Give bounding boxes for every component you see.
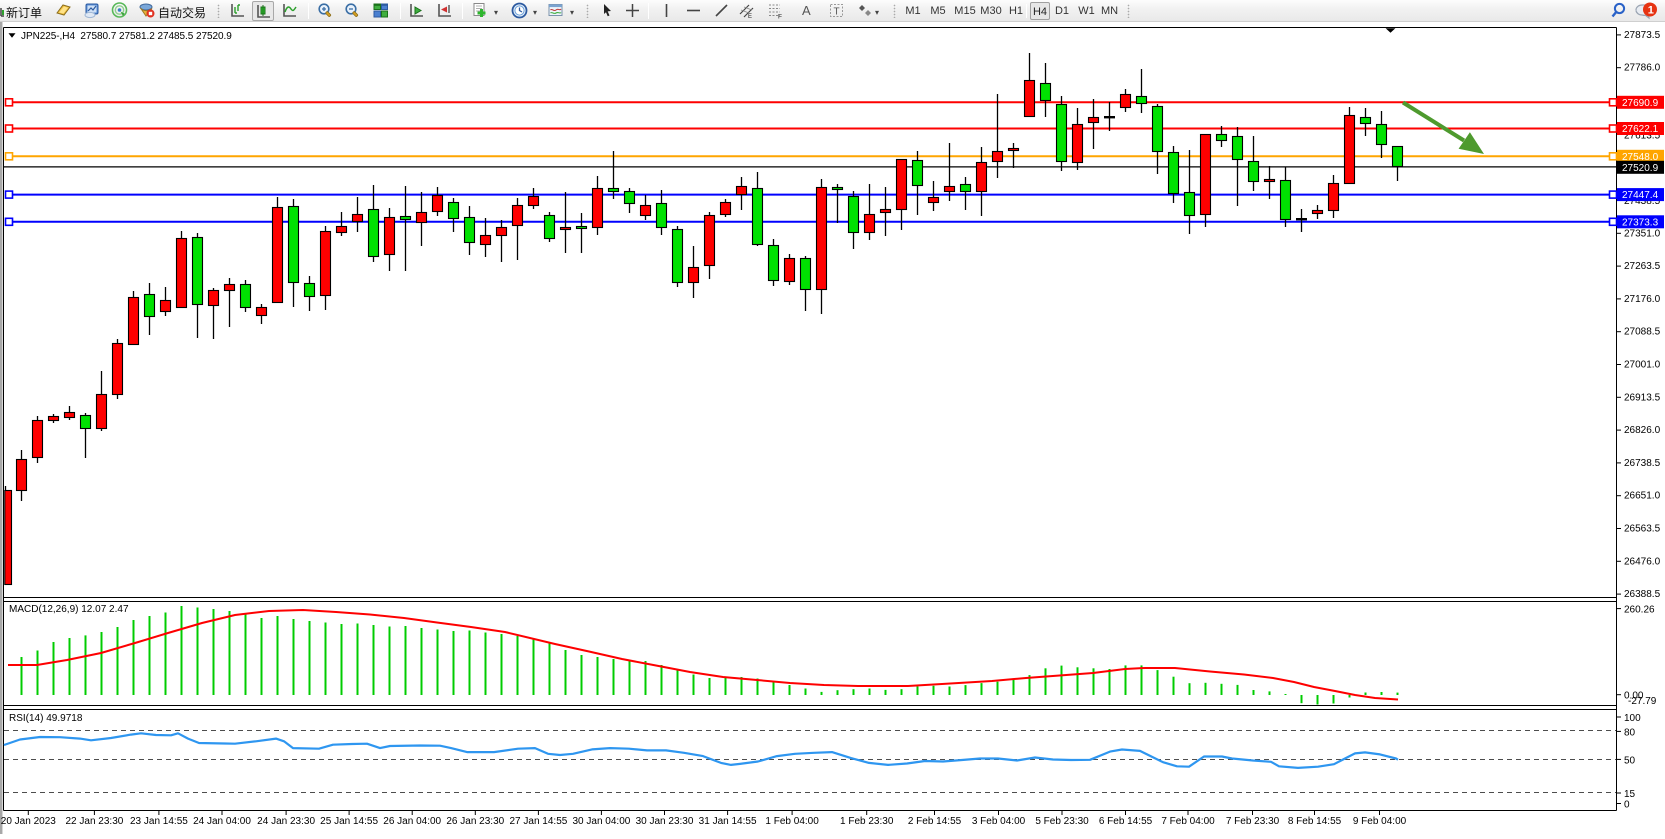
svg-text:26913.5: 26913.5: [1624, 392, 1661, 403]
svg-text:31 Jan 14:55: 31 Jan 14:55: [699, 816, 757, 827]
svg-text:-27.79: -27.79: [1628, 696, 1657, 707]
svg-text:7 Feb 04:00: 7 Feb 04:00: [1161, 816, 1215, 827]
svg-text:1: 1: [1648, 5, 1654, 17]
svg-text:T: T: [834, 7, 840, 18]
svg-text:25 Jan 14:55: 25 Jan 14:55: [320, 816, 378, 827]
svg-text:27001.0: 27001.0: [1624, 360, 1661, 371]
svg-text:26 Jan 04:00: 26 Jan 04:00: [383, 816, 441, 827]
svg-text:MACD(12,26,9) 12.07 2.47: MACD(12,26,9) 12.07 2.47: [9, 604, 129, 615]
svg-text:27622.1: 27622.1: [1622, 124, 1659, 135]
svg-text:7 Feb 23:30: 7 Feb 23:30: [1226, 816, 1280, 827]
svg-text:20 Jan 2023: 20 Jan 2023: [1, 816, 56, 827]
svg-text:27263.5: 27263.5: [1624, 261, 1661, 272]
svg-text:0: 0: [1624, 800, 1630, 811]
svg-text:27088.5: 27088.5: [1624, 327, 1661, 338]
svg-text:27351.0: 27351.0: [1624, 228, 1661, 239]
svg-text:27548.0: 27548.0: [1622, 152, 1659, 163]
svg-text:3 Feb 04:00: 3 Feb 04:00: [972, 816, 1026, 827]
svg-text:27176.0: 27176.0: [1624, 294, 1661, 305]
svg-text:RSI(14) 49.9718: RSI(14) 49.9718: [9, 713, 83, 724]
svg-text:26388.5: 26388.5: [1624, 589, 1661, 600]
svg-text:27873.5: 27873.5: [1624, 30, 1661, 41]
svg-text:27438.5: 27438.5: [1624, 196, 1661, 207]
svg-text:1 Feb 04:00: 1 Feb 04:00: [765, 816, 819, 827]
svg-text:F: F: [778, 14, 782, 20]
svg-text:27 Jan 14:55: 27 Jan 14:55: [509, 816, 567, 827]
svg-text:24 Jan 23:30: 24 Jan 23:30: [257, 816, 315, 827]
svg-text:80: 80: [1624, 727, 1636, 738]
svg-text:6 Feb 14:55: 6 Feb 14:55: [1099, 816, 1153, 827]
svg-text:9 Feb 04:00: 9 Feb 04:00: [1353, 816, 1407, 827]
svg-text:26651.0: 26651.0: [1624, 491, 1661, 502]
svg-text:2 Feb 14:55: 2 Feb 14:55: [908, 816, 962, 827]
svg-text:27447.4: 27447.4: [1622, 190, 1659, 201]
svg-text:26738.5: 26738.5: [1624, 458, 1661, 469]
svg-text:8 Feb 14:55: 8 Feb 14:55: [1288, 816, 1342, 827]
svg-text:260.26: 260.26: [1624, 605, 1655, 616]
svg-text:27613.5: 27613.5: [1624, 130, 1661, 141]
svg-text:30 Jan 04:00: 30 Jan 04:00: [572, 816, 630, 827]
svg-text:27520.9: 27520.9: [1622, 163, 1659, 174]
svg-text:26 Jan 23:30: 26 Jan 23:30: [446, 816, 504, 827]
svg-text:0.00: 0.00: [1624, 691, 1644, 702]
svg-text:50: 50: [1624, 755, 1636, 766]
svg-text:27373.3: 27373.3: [1622, 217, 1659, 228]
svg-text:22 Jan 23:30: 22 Jan 23:30: [65, 816, 123, 827]
svg-text:15: 15: [1624, 789, 1636, 800]
svg-text:27786.0: 27786.0: [1624, 63, 1661, 74]
svg-text:26826.0: 26826.0: [1624, 425, 1661, 436]
svg-text:100: 100: [1624, 713, 1641, 724]
svg-text:5 Feb 23:30: 5 Feb 23:30: [1035, 816, 1089, 827]
svg-text:26563.5: 26563.5: [1624, 524, 1661, 535]
svg-text:JPN225-,H4 27580.7 27581.2 27: JPN225-,H4 27580.7 27581.2 27485.5 27520…: [21, 31, 232, 42]
svg-text:A: A: [802, 3, 811, 18]
svg-text:26476.0: 26476.0: [1624, 556, 1661, 567]
svg-text:1 Feb 23:30: 1 Feb 23:30: [840, 816, 894, 827]
svg-text:E: E: [748, 14, 752, 19]
svg-text:24 Jan 04:00: 24 Jan 04:00: [193, 816, 251, 827]
svg-text:23 Jan 14:55: 23 Jan 14:55: [130, 816, 188, 827]
svg-text:27690.9: 27690.9: [1622, 98, 1659, 109]
svg-text:30 Jan 23:30: 30 Jan 23:30: [636, 816, 694, 827]
